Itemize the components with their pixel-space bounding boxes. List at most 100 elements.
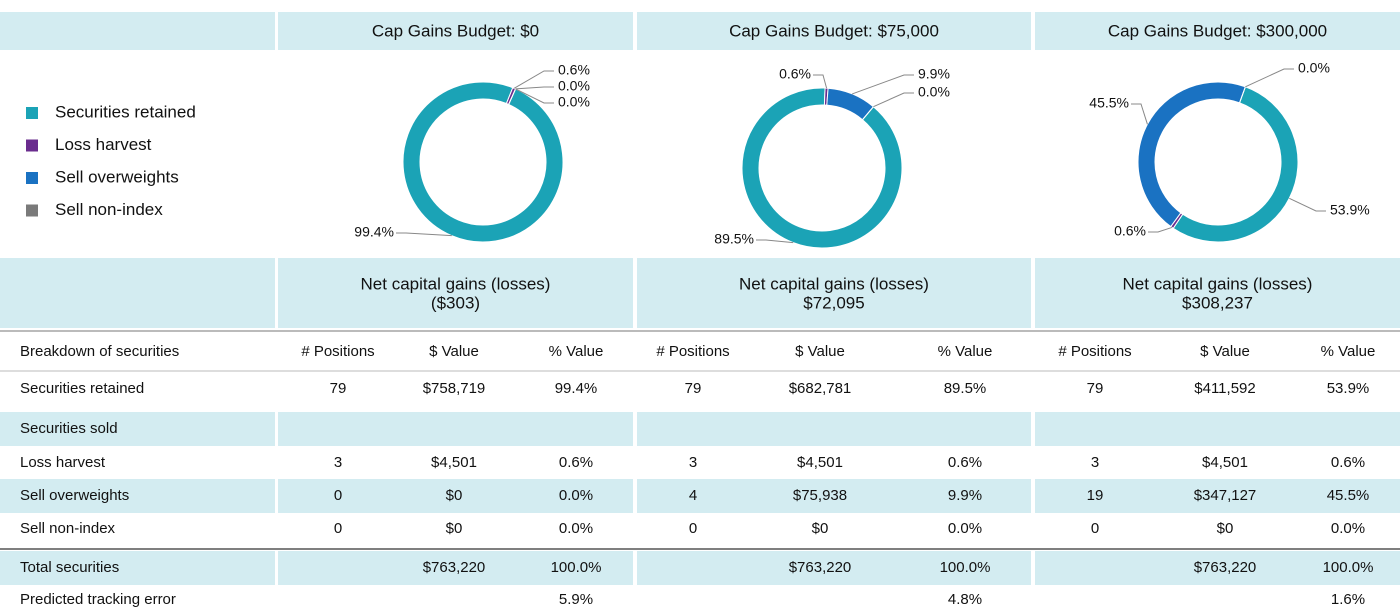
- leader-line: [1245, 68, 1294, 88]
- table-cell: Sell non-index: [20, 520, 116, 537]
- slice-label: 0.0%: [918, 84, 950, 100]
- table-cell: 89.5%: [944, 380, 987, 397]
- group-header: Net capital gains (losses): [361, 274, 551, 293]
- table-cell: 45.5%: [1327, 487, 1370, 504]
- legend-swatch: [26, 172, 38, 184]
- table-cell: $763,220: [423, 559, 486, 576]
- table-cell: $0: [446, 520, 463, 537]
- table-cell: 19: [1087, 487, 1104, 504]
- column-header: % Value: [1321, 343, 1376, 360]
- table-cell: Loss harvest: [20, 454, 106, 471]
- slice-label: 0.6%: [1114, 223, 1146, 239]
- row-band: [0, 479, 275, 513]
- row-band: [278, 551, 633, 585]
- slice-label: 89.5%: [714, 231, 754, 247]
- row-band: [278, 412, 633, 446]
- table-cell: 0: [689, 520, 697, 537]
- table-cell: $763,220: [789, 559, 852, 576]
- column-header: # Positions: [1058, 343, 1131, 360]
- leader-line: [1148, 226, 1173, 233]
- table-cell: 79: [1087, 380, 1104, 397]
- table-cell: 1.6%: [1331, 591, 1365, 608]
- table-cell: 79: [330, 380, 347, 397]
- table-cell: 0.6%: [559, 454, 593, 471]
- table-cell: Securities sold: [20, 420, 118, 437]
- donut-slice: [1137, 81, 1247, 228]
- table-cell: Securities retained: [20, 380, 144, 397]
- table-cell: Total securities: [20, 559, 119, 576]
- leader-line: [813, 74, 828, 89]
- row-band: [1035, 551, 1400, 585]
- table-cell: 0.0%: [1331, 520, 1365, 537]
- donut-slice: [741, 87, 903, 249]
- leader-line: [852, 74, 914, 95]
- table-cell: 3: [1091, 454, 1099, 471]
- column-header: # Positions: [656, 343, 729, 360]
- row-band: [0, 412, 275, 446]
- legend-label: Sell non-index: [55, 200, 163, 219]
- chart-title: Cap Gains Budget: $75,000: [729, 21, 939, 40]
- table-cell: $347,127: [1194, 487, 1257, 504]
- legend-label: Sell overweights: [55, 167, 179, 186]
- chart-title: Cap Gains Budget: $300,000: [1108, 21, 1327, 40]
- donut-slice: [402, 81, 564, 243]
- legend-swatch: [26, 107, 38, 119]
- row-band: [637, 479, 1031, 513]
- table-cell: 3: [689, 454, 697, 471]
- table-cell: $0: [446, 487, 463, 504]
- table-cell: 4.8%: [948, 591, 982, 608]
- row-band: [1035, 412, 1400, 446]
- table-cell: $411,592: [1194, 380, 1255, 397]
- table-cell: $0: [812, 520, 829, 537]
- group-header-amount: ($303): [431, 293, 480, 312]
- legend-label: Loss harvest: [55, 135, 152, 154]
- slice-label: 9.9%: [918, 66, 950, 82]
- donut-slice: [1172, 86, 1299, 243]
- table-cell: 0: [1091, 520, 1099, 537]
- table-cell: $4,501: [797, 454, 843, 471]
- table-cell: $0: [1217, 520, 1234, 537]
- table-cell: $4,501: [431, 454, 477, 471]
- row-band: [637, 551, 1031, 585]
- leader-line: [513, 70, 554, 89]
- leader-line: [873, 92, 914, 108]
- table-cell: $763,220: [1194, 559, 1257, 576]
- header-band: [637, 12, 1031, 50]
- table-cell: $758,719: [423, 380, 486, 397]
- row-band: [0, 551, 275, 585]
- table-cell: 0.0%: [559, 520, 593, 537]
- leader-line: [1289, 197, 1326, 212]
- column-header: % Value: [549, 343, 604, 360]
- table-cell: 0.6%: [1331, 454, 1365, 471]
- table-cell: Predicted tracking error: [20, 591, 176, 608]
- slice-label: 0.6%: [558, 62, 590, 78]
- table-cell: 100.0%: [1323, 559, 1374, 576]
- row-band: [637, 412, 1031, 446]
- leader-line: [396, 232, 452, 237]
- table-cell: 5.9%: [559, 591, 593, 608]
- table-band: [278, 258, 633, 328]
- table-cell: 79: [685, 380, 702, 397]
- legend-swatch: [26, 139, 38, 152]
- group-header: Net capital gains (losses): [1123, 274, 1313, 293]
- table-cell: 0.6%: [948, 454, 982, 471]
- table-cell: $4,501: [1202, 454, 1248, 471]
- slice-label: 99.4%: [354, 224, 394, 240]
- slice-label: 0.6%: [779, 66, 811, 82]
- table-cell: 0: [334, 520, 342, 537]
- column-header: % Value: [938, 343, 993, 360]
- leader-line: [1131, 103, 1148, 125]
- leader-line: [515, 86, 554, 90]
- group-header-amount: $308,237: [1182, 293, 1253, 312]
- column-header: Breakdown of securities: [20, 343, 179, 360]
- donut-slice: [1239, 86, 1246, 103]
- table-cell: 0.0%: [559, 487, 593, 504]
- table-cell: 53.9%: [1327, 380, 1370, 397]
- leader-line: [515, 88, 554, 104]
- donut-slice: [505, 87, 517, 106]
- donut-slice: [862, 106, 874, 121]
- row-band: [278, 479, 633, 513]
- slice-label: 0.0%: [1298, 60, 1330, 76]
- leader-line: [756, 239, 794, 244]
